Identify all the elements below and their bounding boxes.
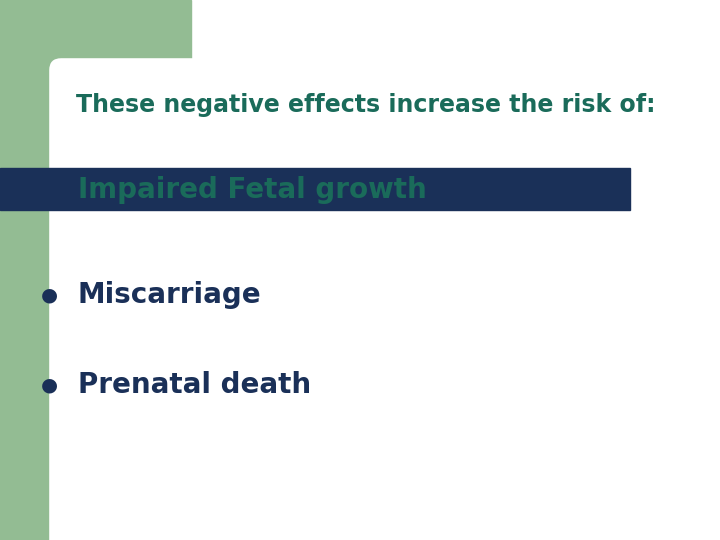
Text: ●: ● bbox=[40, 180, 58, 199]
Text: Miscarriage: Miscarriage bbox=[78, 281, 261, 309]
Bar bbox=[0, 0, 191, 400]
FancyBboxPatch shape bbox=[49, 58, 720, 540]
Text: Impaired Fetal growth: Impaired Fetal growth bbox=[78, 176, 426, 204]
Text: Prenatal death: Prenatal death bbox=[78, 371, 311, 399]
Text: ●: ● bbox=[40, 375, 58, 395]
Text: ●: ● bbox=[40, 286, 58, 305]
Bar bbox=[0, 0, 61, 540]
Bar bbox=[0, 168, 630, 210]
Text: These negative effects increase the risk of:: These negative effects increase the risk… bbox=[76, 93, 655, 117]
